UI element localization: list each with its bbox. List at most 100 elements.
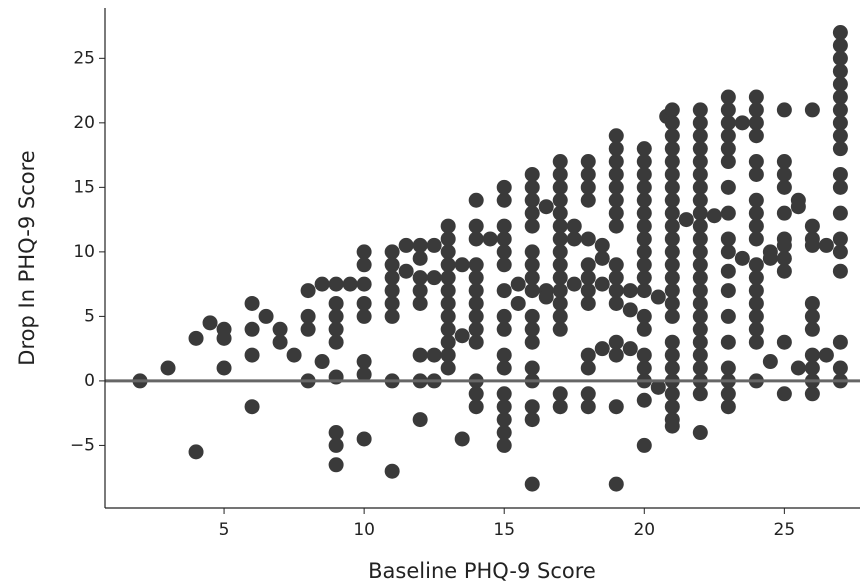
point xyxy=(790,360,806,376)
point xyxy=(328,308,344,324)
point xyxy=(160,360,176,376)
point xyxy=(664,347,680,363)
point xyxy=(580,179,596,195)
y-tick-label: 20 xyxy=(73,113,95,133)
point xyxy=(664,166,680,182)
point xyxy=(720,244,736,260)
point xyxy=(636,360,652,376)
point xyxy=(384,270,400,286)
point xyxy=(594,341,610,357)
point xyxy=(818,347,834,363)
point xyxy=(496,244,512,260)
point xyxy=(832,115,848,131)
point xyxy=(748,308,764,324)
point xyxy=(580,399,596,415)
point xyxy=(496,386,512,402)
point xyxy=(482,231,498,247)
point xyxy=(356,308,372,324)
point xyxy=(664,205,680,221)
point xyxy=(832,166,848,182)
point xyxy=(664,399,680,415)
point xyxy=(524,308,540,324)
point xyxy=(664,244,680,260)
point xyxy=(818,237,834,253)
point xyxy=(776,205,792,221)
point xyxy=(832,102,848,118)
point xyxy=(440,270,456,286)
point xyxy=(720,115,736,131)
point xyxy=(776,179,792,195)
point xyxy=(496,308,512,324)
point xyxy=(496,321,512,337)
point xyxy=(524,321,540,337)
point xyxy=(524,218,540,234)
point xyxy=(454,328,470,344)
point xyxy=(356,276,372,292)
point xyxy=(762,354,778,370)
point xyxy=(636,192,652,208)
point xyxy=(832,89,848,105)
point xyxy=(608,283,624,299)
point xyxy=(244,321,260,337)
point xyxy=(440,231,456,247)
point xyxy=(636,437,652,453)
x-tick-label: 20 xyxy=(633,520,655,540)
point xyxy=(440,308,456,324)
y-tick-label: 5 xyxy=(84,306,95,326)
point xyxy=(356,244,372,260)
point xyxy=(692,231,708,247)
y-tick-label: −5 xyxy=(70,435,95,455)
point xyxy=(832,179,848,195)
point xyxy=(692,218,708,234)
point xyxy=(440,334,456,350)
point xyxy=(552,321,568,337)
point xyxy=(804,386,820,402)
point xyxy=(384,308,400,324)
point xyxy=(776,250,792,266)
point xyxy=(720,263,736,279)
point xyxy=(244,347,260,363)
point xyxy=(524,476,540,492)
point xyxy=(832,263,848,279)
point xyxy=(580,154,596,170)
point xyxy=(748,89,764,105)
point xyxy=(328,321,344,337)
point xyxy=(552,192,568,208)
point xyxy=(608,270,624,286)
point xyxy=(664,102,680,118)
point xyxy=(832,128,848,144)
point xyxy=(300,283,316,299)
point xyxy=(748,166,764,182)
point xyxy=(608,205,624,221)
point xyxy=(594,276,610,292)
point xyxy=(552,154,568,170)
point xyxy=(552,244,568,260)
point xyxy=(496,412,512,428)
point xyxy=(314,276,330,292)
point xyxy=(832,25,848,41)
point xyxy=(804,218,820,234)
point xyxy=(790,199,806,215)
point xyxy=(314,354,330,370)
point xyxy=(496,347,512,363)
point xyxy=(524,283,540,299)
point xyxy=(664,218,680,234)
point xyxy=(636,179,652,195)
point xyxy=(440,360,456,376)
point xyxy=(636,347,652,363)
point xyxy=(412,347,428,363)
point xyxy=(356,257,372,273)
point xyxy=(608,334,624,350)
point xyxy=(692,270,708,286)
point xyxy=(300,321,316,337)
point xyxy=(748,257,764,273)
point xyxy=(650,379,666,395)
y-tick-label: 15 xyxy=(73,177,95,197)
point xyxy=(524,205,540,221)
point xyxy=(496,179,512,195)
point xyxy=(496,360,512,376)
point xyxy=(832,37,848,53)
point xyxy=(636,166,652,182)
point xyxy=(608,166,624,182)
